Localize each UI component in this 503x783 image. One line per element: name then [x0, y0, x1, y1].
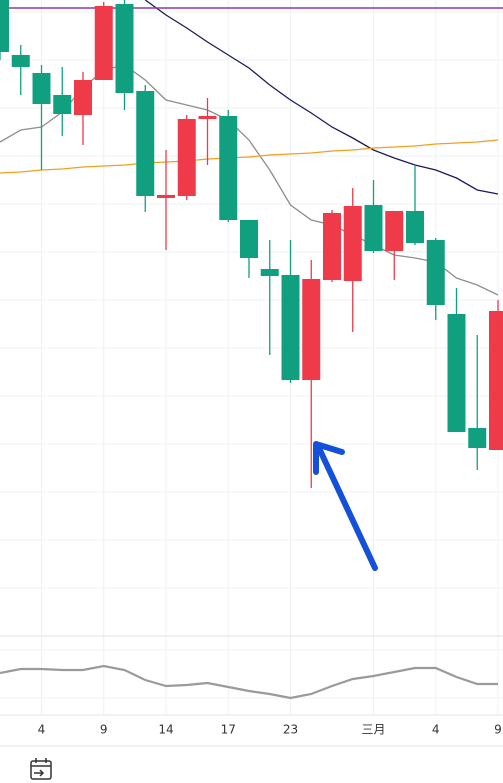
candle-body — [406, 211, 424, 243]
marks — [0, 0, 503, 700]
candle-body — [447, 314, 466, 432]
candle-body — [219, 116, 238, 220]
candle-body — [74, 80, 92, 115]
candle-body — [0, 0, 9, 52]
candle-body — [240, 220, 258, 258]
candle-body — [32, 73, 51, 104]
indicator-line — [0, 664, 498, 700]
candle-body — [177, 119, 196, 196]
annotation-arrow — [313, 441, 378, 571]
candle-body — [198, 116, 217, 119]
candle-body — [53, 95, 72, 114]
candle-body — [323, 213, 341, 280]
candle-body — [136, 91, 155, 196]
candle-body — [489, 311, 503, 450]
candle-body — [281, 275, 300, 380]
x-tick-label: 17 — [221, 723, 236, 737]
x-tick-label: 4 — [38, 723, 46, 737]
candle-body — [260, 269, 279, 276]
x-tick-label: 三月 — [361, 723, 385, 737]
x-tick-label: 14 — [158, 723, 173, 737]
candle-body — [94, 6, 113, 80]
moving-average-line — [0, 139, 499, 174]
candle-body — [385, 211, 404, 251]
x-tick-label: 23 — [283, 723, 298, 737]
candle-body — [343, 206, 362, 281]
x-tick-label: 4 — [432, 723, 440, 737]
candle-body — [468, 428, 487, 448]
candle-body — [426, 240, 445, 305]
candle-body — [157, 195, 175, 198]
candle-body — [11, 55, 30, 67]
candle-body — [302, 279, 321, 380]
date-range-icon[interactable] — [30, 758, 52, 780]
candle-body — [115, 4, 134, 93]
x-tick-label: 9 — [100, 723, 108, 737]
grid — [0, 0, 503, 715]
candle-body — [364, 205, 383, 251]
x-tick-label: 9 — [494, 723, 502, 737]
moving-average-line — [144, 0, 499, 195]
